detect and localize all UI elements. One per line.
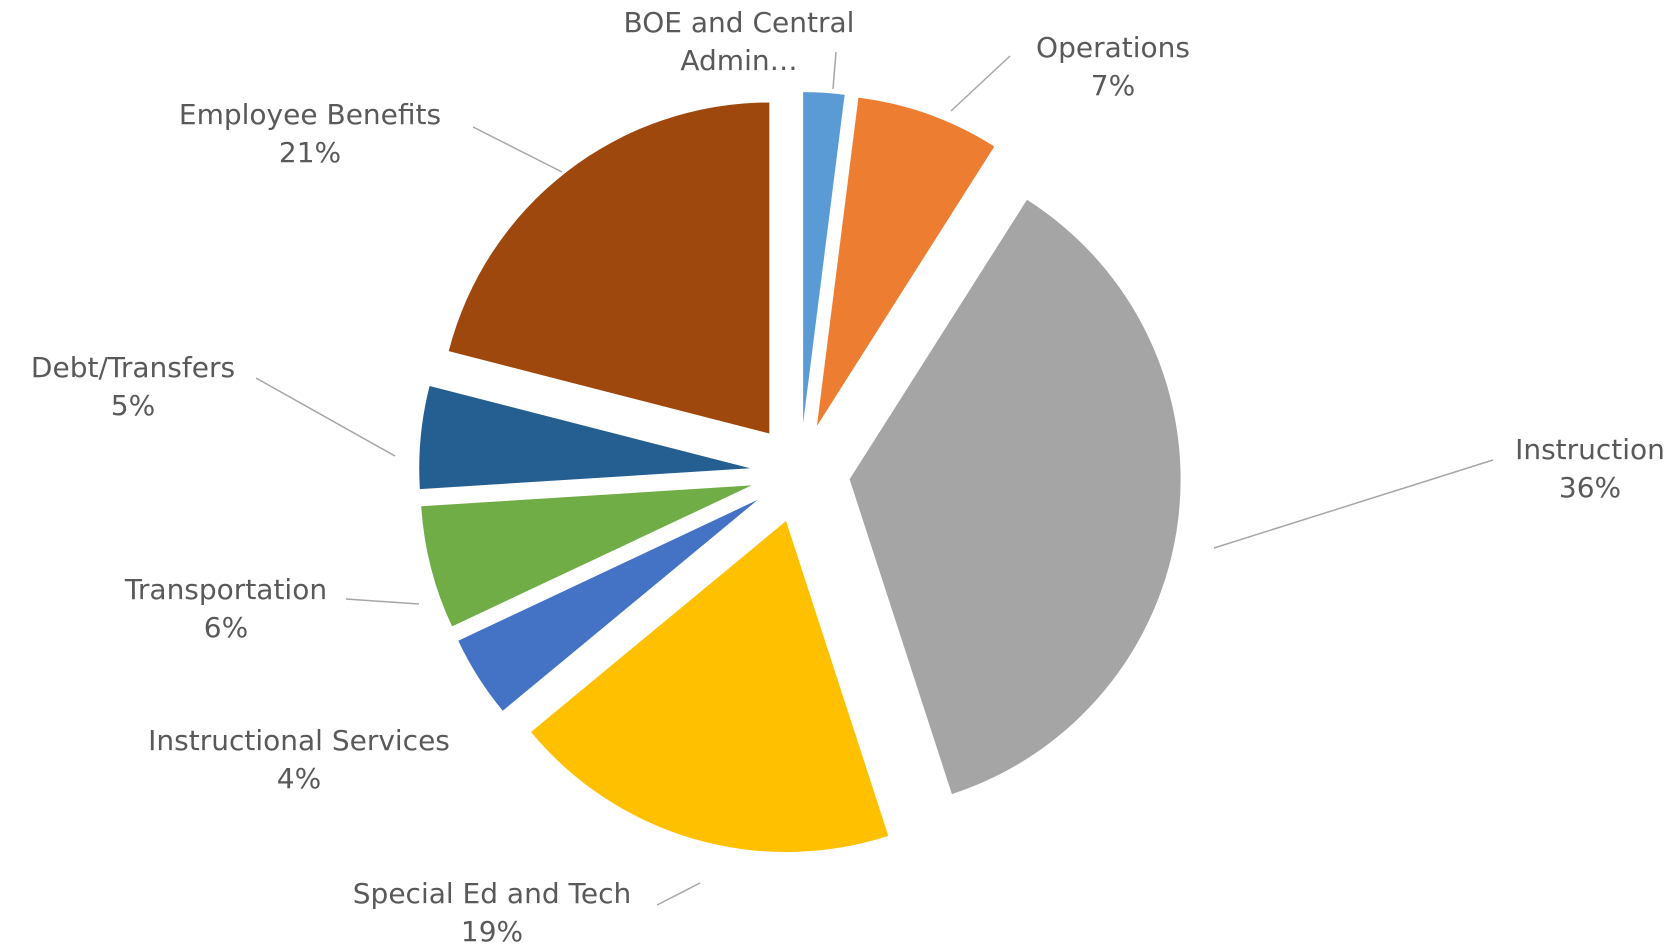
value-label: 4%	[276, 762, 322, 795]
pie-slice	[816, 97, 995, 426]
data-label: Debt/Transfers 5%	[31, 349, 235, 425]
category-label: Transportation	[124, 573, 328, 606]
leader-line	[255, 377, 396, 457]
category-label: Employee Benefits	[178, 98, 442, 131]
pie-slice	[421, 485, 752, 627]
value-label: 21%	[278, 136, 342, 169]
pie-slice	[849, 199, 1181, 795]
category-label: Special Ed and Tech	[352, 877, 632, 910]
leader-line	[1213, 459, 1494, 549]
pie-slice	[458, 499, 758, 711]
value-label: 19%	[460, 915, 524, 944]
category-label: Instructional Services	[148, 724, 450, 757]
pie-slice	[419, 385, 751, 490]
value-label: 5%	[110, 389, 156, 422]
pie-slice	[803, 92, 845, 424]
leader-line	[832, 51, 837, 90]
leader-line	[656, 882, 701, 906]
category-label: Operations	[1036, 31, 1190, 64]
category-label: Debt/Transfers	[30, 351, 236, 384]
value-label: 7%	[1090, 69, 1136, 102]
value-label: 36%	[1558, 471, 1622, 504]
data-label: BOE and Central Admin…	[604, 4, 874, 80]
category-label: BOE and Central Admin…	[623, 6, 855, 77]
data-label: Transportation 6%	[125, 571, 327, 647]
pie-slice	[448, 102, 770, 434]
category-label: Instruction	[1515, 433, 1665, 466]
data-label: Employee Benefits 21%	[179, 96, 441, 172]
leader-line	[472, 126, 563, 173]
leader-line	[345, 598, 420, 605]
leader-line	[950, 55, 1011, 112]
pie-slice	[531, 521, 889, 853]
data-label: Instructional Services 4%	[148, 722, 450, 798]
value-label: 6%	[203, 611, 249, 644]
data-label: Special Ed and Tech 19%	[353, 875, 631, 944]
data-label: Instruction 36%	[1515, 431, 1665, 507]
data-label: Operations 7%	[1036, 29, 1190, 105]
